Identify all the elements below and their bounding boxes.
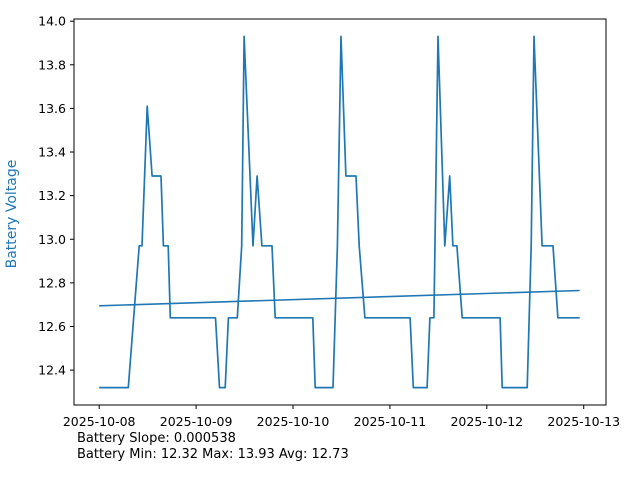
y-tick-label: 12.6 bbox=[38, 319, 66, 334]
y-tick-label: 13.0 bbox=[38, 232, 66, 247]
y-tick-label: 13.4 bbox=[38, 145, 66, 160]
plot-frame bbox=[73, 18, 607, 406]
trend-line bbox=[99, 289, 580, 307]
y-tick-label: 13.6 bbox=[38, 101, 66, 116]
x-tick-label: 2025-10-09 bbox=[160, 414, 233, 429]
y-tick-label: 12.8 bbox=[38, 275, 66, 290]
x-tick-label: 2025-10-10 bbox=[257, 414, 330, 429]
y-tick-label: 14.0 bbox=[38, 14, 66, 29]
y-axis-ticks bbox=[70, 20, 74, 371]
battery-min-max-avg-text: Battery Min: 12.32 Max: 13.93 Avg: 12.73 bbox=[77, 447, 349, 462]
y-tick-label: 13.2 bbox=[38, 188, 66, 203]
battery-slope-text: Battery Slope: 0.000538 bbox=[77, 431, 236, 446]
y-tick-label: 12.4 bbox=[38, 363, 66, 378]
y-axis-label: Battery Voltage bbox=[4, 139, 22, 289]
battery-voltage-line bbox=[99, 35, 580, 389]
x-axis-tick-labels: 2025-10-08 2025-10-09 2025-10-10 2025-10-11… bbox=[63, 414, 620, 429]
x-tick-label: 2025-10-08 bbox=[63, 414, 136, 429]
x-tick-label: 2025-10-11 bbox=[354, 414, 427, 429]
x-tick-label: 2025-10-12 bbox=[450, 414, 523, 429]
x-axis-ticks bbox=[98, 405, 585, 409]
y-axis-tick-labels: 12.4 12.6 12.8 13.0 13.2 13.4 13.6 13.8 14.0 bbox=[38, 14, 66, 378]
x-tick-label: 2025-10-13 bbox=[547, 414, 620, 429]
y-tick-label: 13.8 bbox=[38, 57, 66, 72]
y-axis-label-text: Battery Voltage bbox=[4, 159, 20, 269]
